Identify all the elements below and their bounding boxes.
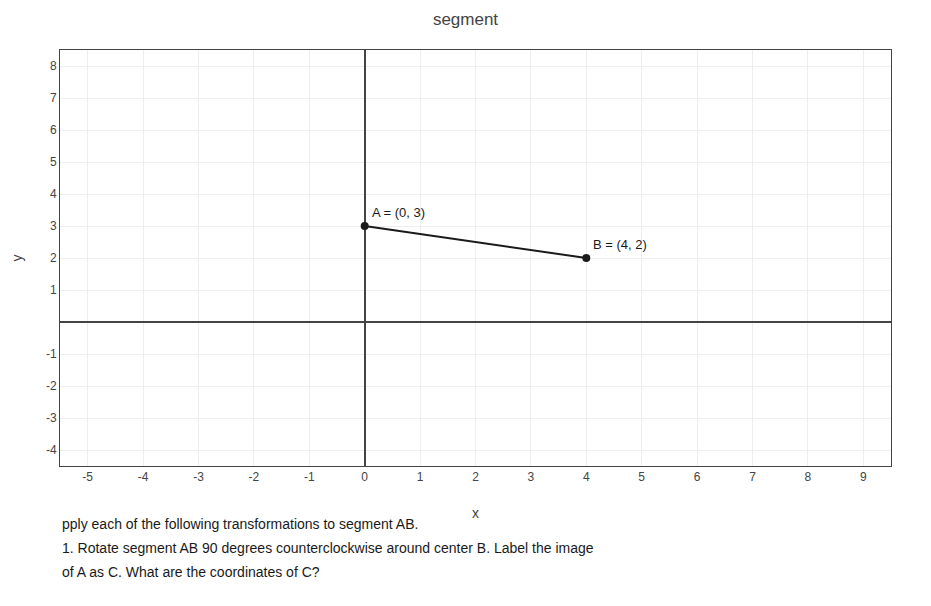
svg-text:B = (4, 2): B = (4, 2) [593, 237, 647, 252]
svg-text:2: 2 [50, 251, 57, 265]
svg-text:-4: -4 [138, 470, 149, 484]
svg-text:1: 1 [417, 470, 424, 484]
svg-text:8: 8 [805, 470, 812, 484]
svg-text:7: 7 [749, 470, 756, 484]
svg-text:-1: -1 [304, 470, 315, 484]
svg-text:1. Rotate segment AB 90 degree: 1. Rotate segment AB 90 degrees counterc… [62, 540, 594, 556]
svg-text:pply each of the following tra: pply each of the following transformatio… [62, 516, 418, 532]
svg-text:4: 4 [583, 470, 590, 484]
svg-text:0: 0 [361, 470, 368, 484]
svg-text:1: 1 [50, 283, 57, 297]
svg-text:segment: segment [433, 10, 498, 29]
svg-text:8: 8 [50, 59, 57, 73]
svg-text:x: x [472, 505, 479, 521]
svg-text:6: 6 [694, 470, 701, 484]
svg-text:2: 2 [472, 470, 479, 484]
svg-text:9: 9 [860, 470, 867, 484]
svg-text:6: 6 [50, 123, 57, 137]
svg-text:y: y [9, 255, 25, 262]
svg-text:A = (0, 3): A = (0, 3) [372, 205, 425, 220]
svg-text:7: 7 [50, 91, 57, 105]
svg-text:4: 4 [50, 187, 57, 201]
svg-text:-3: -3 [193, 470, 204, 484]
svg-text:3: 3 [528, 470, 535, 484]
svg-text:-2: -2 [46, 379, 57, 393]
svg-text:5: 5 [50, 155, 57, 169]
svg-text:of A as C. What are the coordi: of A as C. What are the coordinates of C… [62, 564, 320, 580]
svg-text:-1: -1 [46, 347, 57, 361]
svg-text:3: 3 [50, 219, 57, 233]
svg-text:-3: -3 [46, 411, 57, 425]
svg-text:-2: -2 [249, 470, 260, 484]
svg-text:-5: -5 [82, 470, 93, 484]
svg-text:-4: -4 [46, 443, 57, 457]
svg-text:5: 5 [638, 470, 645, 484]
